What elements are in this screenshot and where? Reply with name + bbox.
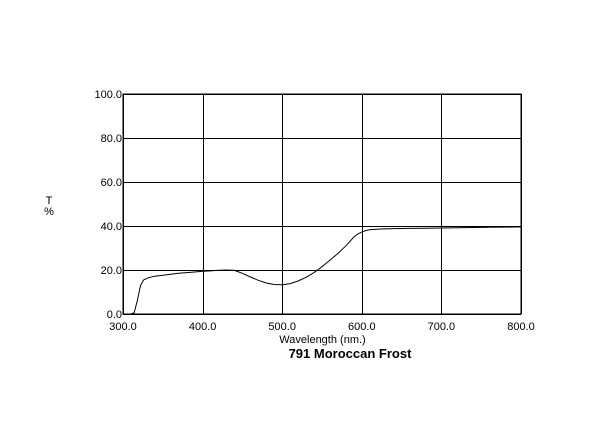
grid-lines [123,94,522,315]
y-tick-label: 20.0 [101,265,122,277]
y-tick-label: 60.0 [101,177,122,189]
y-axis-label-symbol: T [45,195,53,207]
x-tick-label: 300.0 [109,321,137,333]
series-line [123,226,522,315]
y-tick-label: 100.0 [94,89,122,101]
x-tick-label: 700.0 [428,321,456,333]
x-tick-label: 800.0 [507,321,535,333]
tick-labels: 300.0 400.0 500.0 600.0 700.0 800.0 0.0 20.0 40.… [94,89,534,333]
x-tick-label: 600.0 [348,321,376,333]
y-tick-label: 0.0 [107,309,122,321]
y-tick-label: 40.0 [101,221,122,233]
plot-frame [122,93,522,315]
chart-title: 791 Moroccan Frost [288,346,412,361]
x-tick-label: 500.0 [268,321,296,333]
y-tick-label: 80.0 [101,133,122,145]
x-axis-label: Wavelength (nm.) [279,334,366,346]
y-axis-label-unit: % [44,206,54,218]
y-axis-label: T % [41,196,57,218]
x-tick-label: 400.0 [189,321,217,333]
